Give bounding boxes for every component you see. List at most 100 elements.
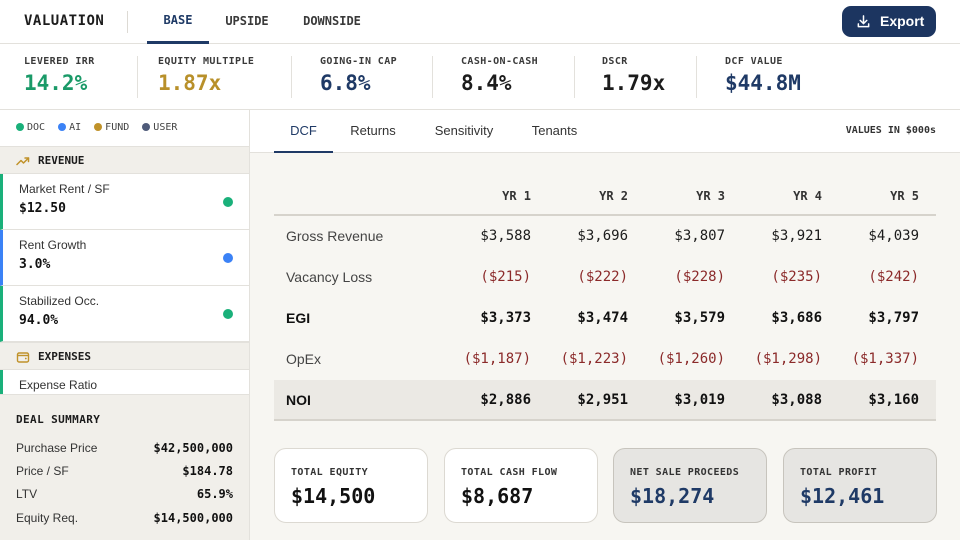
table-cell: ($1,260)	[657, 351, 725, 367]
input-label: Market Rent / SF	[19, 182, 110, 196]
deal-row-label: LTV	[16, 487, 38, 501]
kpi-label: EQUITY MULTIPLE	[158, 56, 255, 67]
table-cell: ($215)	[480, 269, 531, 285]
legend-label: USER	[153, 122, 178, 133]
input-value: 94.0%	[19, 313, 59, 328]
input-rent-growth[interactable]: Rent Growth 3.0%	[0, 230, 249, 286]
table-cell: ($1,298)	[754, 351, 822, 367]
table-cell: $3,696	[577, 228, 628, 244]
kpi-divider	[432, 56, 433, 98]
scenario-tab-upside[interactable]: UPSIDE	[225, 14, 269, 28]
row-label: Gross Revenue	[286, 228, 384, 244]
deal-summary: DEAL SUMMARY Purchase Price $42,500,000 …	[0, 394, 249, 540]
tab-returns[interactable]: Returns	[350, 123, 396, 138]
kpi-label: DSCR	[602, 56, 628, 67]
kpi-going-in-cap: GOING-IN CAP 6.8%	[320, 56, 397, 95]
table-row-opex: OpEx ($1,187) ($1,223) ($1,260) ($1,298)…	[274, 339, 936, 380]
card-label: TOTAL CASH FLOW	[461, 467, 558, 478]
export-label: Export	[880, 13, 925, 29]
kpi-value: 1.79x	[602, 71, 666, 95]
legend-dot	[142, 123, 151, 131]
table-cell: ($1,337)	[851, 351, 919, 367]
deal-row-ltv: LTV 65.9%	[16, 487, 233, 503]
title-divider	[127, 11, 128, 33]
card-value: $18,274	[630, 484, 715, 508]
deal-row-label: Price / SF	[16, 464, 69, 478]
table-cell: ($235)	[771, 269, 822, 285]
table-cell: $3,686	[771, 310, 822, 326]
input-label: Stabilized Occ.	[19, 294, 100, 308]
table-cell: $3,807	[674, 228, 725, 244]
table-row-vacancy-loss: Vacancy Loss ($215) ($222) ($228) ($235)…	[274, 257, 936, 298]
deal-row-purchase-price: Purchase Price $42,500,000	[16, 441, 233, 457]
table-cell: $3,588	[480, 228, 531, 244]
kpi-cash-on-cash: CASH-ON-CASH 8.4%	[461, 56, 538, 95]
row-label: EGI	[286, 310, 311, 326]
table-cell: ($1,223)	[560, 351, 628, 367]
deal-row-equity-req: Equity Req. $14,500,000	[16, 511, 233, 527]
card-value: $8,687	[461, 484, 534, 508]
legend-fund: FUND	[94, 122, 129, 133]
table-cell: ($1,187)	[463, 351, 531, 367]
kpi-label: LEVERED IRR	[24, 56, 95, 67]
table-cell: $4,039	[868, 228, 919, 244]
source-dot	[223, 309, 233, 319]
top-bar: VALUATION BASE UPSIDE DOWNSIDE Export	[0, 0, 960, 44]
tab-tenants[interactable]: Tenants	[531, 123, 578, 138]
scenario-tab-downside[interactable]: DOWNSIDE	[303, 14, 361, 28]
deal-row-value: $14,500,000	[153, 511, 233, 525]
kpi-levered-irr: LEVERED IRR 14.2%	[24, 56, 95, 95]
units-label: VALUES IN $000s	[845, 125, 936, 136]
card-label: TOTAL EQUITY	[291, 467, 369, 478]
input-market-rent[interactable]: Market Rent / SF $12.50	[0, 174, 249, 230]
table-cell: ($242)	[868, 269, 919, 285]
table-cell: $3,019	[674, 392, 725, 408]
input-stabilized-occ[interactable]: Stabilized Occ. 94.0%	[0, 286, 249, 342]
expenses-section-header[interactable]: EXPENSES	[0, 342, 249, 370]
trending-up-icon	[16, 157, 30, 166]
section-title: REVENUE	[38, 154, 85, 167]
deal-row-value: 65.9%	[196, 487, 233, 501]
table-cell: $3,088	[771, 392, 822, 408]
input-value: 3.0%	[19, 257, 51, 272]
input-value: $12.50	[19, 201, 66, 216]
column-header: YR 4	[793, 189, 822, 203]
section-title: EXPENSES	[38, 350, 91, 363]
card-value: $14,500	[291, 484, 376, 508]
legend-dot	[16, 123, 24, 131]
kpi-divider	[137, 56, 138, 98]
source-dot	[223, 197, 233, 207]
app-title: VALUATION	[24, 13, 105, 29]
kpi-dscr: DSCR 1.79x	[602, 56, 665, 95]
table-cell: $3,921	[771, 228, 822, 244]
revenue-section-header[interactable]: REVENUE	[0, 146, 249, 174]
tab-sensitivity[interactable]: Sensitivity	[434, 123, 494, 138]
source-legend: DOC AI FUND USER	[16, 122, 184, 133]
deal-row-value: $42,500,000	[153, 441, 233, 455]
legend-dot	[94, 123, 103, 131]
table-header: YR 1 YR 2 YR 3 YR 4 YR 5	[274, 174, 936, 216]
row-label: OpEx	[286, 351, 322, 367]
table-cell: $3,579	[674, 310, 725, 326]
kpi-value: 14.2%	[24, 71, 88, 95]
kpi-value: 6.8%	[320, 71, 371, 95]
export-button[interactable]: Export	[842, 6, 936, 37]
kpi-divider	[574, 56, 575, 98]
tab-dcf[interactable]: DCF	[274, 110, 333, 153]
column-header: YR 3	[696, 189, 725, 203]
kpi-value: 8.4%	[461, 71, 512, 95]
kpi-divider	[291, 56, 292, 98]
deal-row-label: Equity Req.	[16, 511, 79, 525]
kpi-value: 1.87x	[158, 71, 222, 95]
scenario-tab-base[interactable]: BASE	[147, 0, 209, 44]
legend-ai: AI	[58, 122, 81, 133]
deal-row-label: Purchase Price	[16, 441, 98, 455]
kpi-label: DCF VALUE	[725, 56, 783, 67]
legend-user: USER	[142, 122, 177, 133]
table-cell: $3,797	[868, 310, 919, 326]
card-label: NET SALE PROCEEDS	[630, 467, 740, 478]
main-panel: DCF Returns Sensitivity Tenants VALUES I…	[250, 110, 960, 540]
table-cell: $3,474	[577, 310, 628, 326]
table-cell: ($222)	[577, 269, 628, 285]
download-icon	[857, 15, 870, 28]
